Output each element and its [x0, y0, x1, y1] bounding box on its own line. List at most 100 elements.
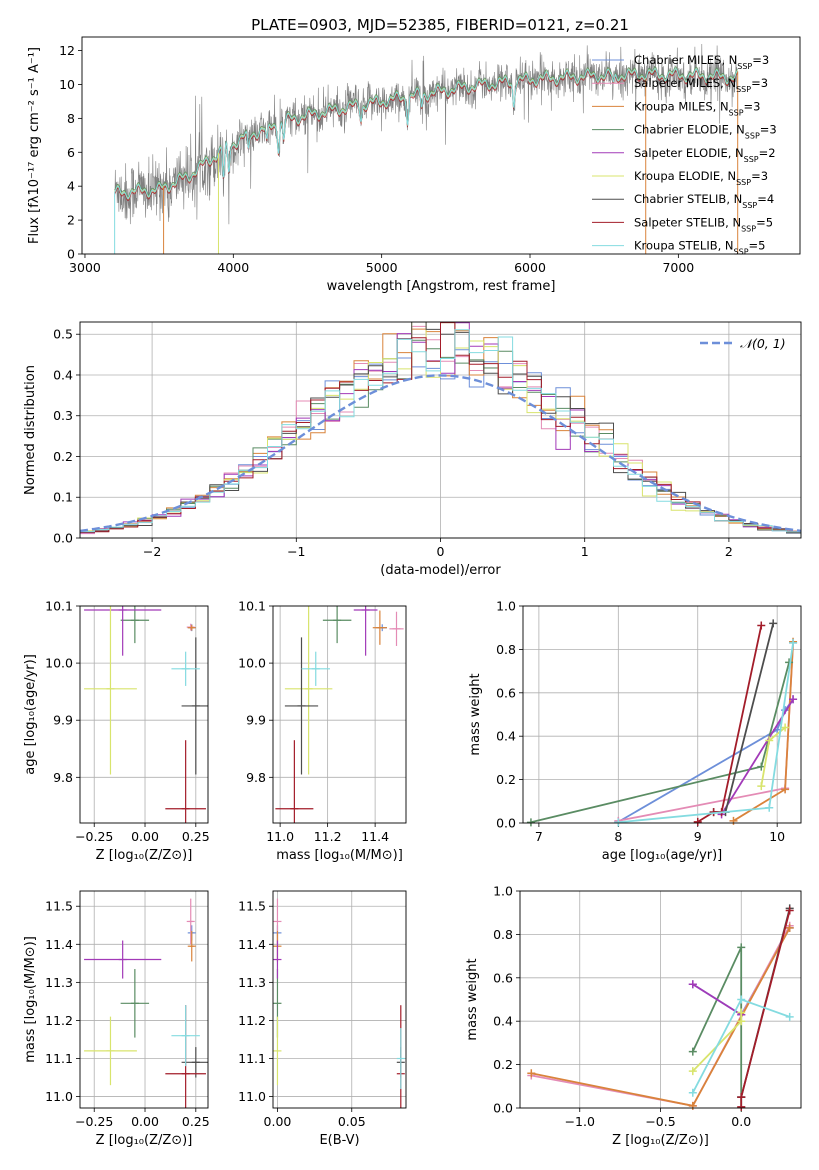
errorbar-point	[120, 969, 150, 1038]
errorbar-point	[396, 1028, 405, 1089]
series-marker	[765, 803, 774, 812]
errorbar-point	[372, 610, 387, 645]
y-tick-label: 0.4	[53, 367, 73, 382]
series-marker	[737, 995, 746, 1004]
y-tick-label: 9.8	[53, 770, 73, 785]
y-tick-label: 0.8	[493, 927, 513, 942]
y-axis-label: age [log₁₀(age/yr)]	[23, 654, 38, 775]
y-tick-label: 2	[67, 213, 75, 228]
axes-frame	[79, 890, 209, 1109]
errorbar-point	[275, 740, 314, 823]
grid	[520, 890, 801, 1109]
axes-frame	[79, 321, 802, 539]
x-axis-label: mass [log₁₀(M/M⊙)]	[276, 848, 403, 863]
x-tick-label: −1.0	[565, 1114, 595, 1129]
y-axis-label: mass [log₁₀(M/M⊙)]	[23, 936, 38, 1063]
series-marker	[614, 818, 623, 827]
errorbar-point	[84, 1016, 137, 1086]
weight-series	[526, 658, 794, 827]
x-axis-label: Z [log₁₀(Z/Z⊙)]	[612, 1133, 709, 1148]
histogram-step	[80, 329, 801, 538]
y-tick-label: 10.1	[45, 599, 73, 614]
series-marker	[785, 1012, 794, 1021]
y-tick-label: 0	[67, 247, 75, 262]
errorbar-point	[187, 930, 196, 962]
series-marker	[737, 943, 746, 952]
series-line	[720, 698, 794, 815]
y-tick-label: 0.8	[496, 642, 516, 657]
series-marker	[737, 1102, 746, 1111]
y-tick-label: 0.5	[53, 327, 73, 342]
axes-frame	[81, 36, 801, 255]
figure-title: PLATE=0903, MJD=52385, FIBERID=0121, z=0…	[251, 16, 629, 34]
y-tick-label: 8	[67, 111, 75, 126]
x-tick-label: 0.25	[182, 829, 210, 844]
x-tick-label: 9	[694, 829, 702, 844]
legend-entry: Chabrier MILES, NSSP=3	[634, 53, 769, 71]
x-tick-label: −0.5	[645, 1114, 675, 1129]
y-tick-label: 11.0	[238, 1089, 266, 1104]
legend-entry: Salpeter STELIB, NSSP=5	[634, 215, 773, 233]
x-tick-label: 3000	[69, 260, 101, 275]
y-tick-label: 11.5	[238, 899, 266, 914]
errorbar-point	[301, 651, 330, 686]
series-marker	[785, 906, 794, 915]
errorbar-point	[284, 637, 319, 775]
errorbar-point	[273, 1016, 282, 1086]
x-axis-label: age [log₁₀(age/yr)]	[602, 848, 723, 863]
series-marker	[769, 619, 778, 628]
weight-series	[688, 980, 746, 1019]
series-marker	[781, 785, 790, 794]
spectrum-panel: 3000 4000 5000 6000 7000 0 2 4 6 8 10 12 wavelength …	[27, 36, 801, 294]
y-tick-label: 1.0	[493, 884, 513, 899]
series-marker	[789, 695, 798, 704]
errorbar-point	[284, 606, 333, 775]
x-tick-label: 0.00	[131, 1114, 159, 1129]
grid	[273, 605, 406, 823]
series-marker	[688, 1047, 697, 1056]
x-axis-label: (data-model)/error	[380, 563, 501, 578]
series-marker	[757, 621, 766, 630]
y-tick-label: 11.0	[45, 1089, 73, 1104]
y-tick-label: 0.0	[493, 1101, 513, 1116]
weight-vs-metallicity-panel: −1.0 −0.5 0.0 0.0 0.2 0.4 0.6 0.8 1.0 Z [log₁₀(Z/…	[465, 884, 802, 1148]
series-marker	[737, 1017, 746, 1026]
y-tick-label: 0.4	[496, 729, 516, 744]
weight-vs-age-panel: 7 8 9 10 0.0 0.2 0.4 0.6 0.8 1.0 age [log₁₀(age/yr…	[468, 599, 802, 863]
series-marker	[781, 723, 790, 732]
plot-area	[84, 606, 208, 823]
axes-frame	[79, 605, 209, 824]
y-tick-label: 9.9	[53, 713, 73, 728]
x-tick-label: 6000	[514, 260, 546, 275]
x-tick-label: −0.25	[75, 829, 113, 844]
errorbar-point	[165, 740, 206, 823]
series-marker	[688, 1088, 697, 1097]
weight-series	[527, 923, 794, 1110]
y-tick-label: 0.6	[496, 685, 516, 700]
errorbar-point	[187, 624, 196, 631]
series-marker	[526, 818, 535, 827]
x-tick-label: 2	[725, 544, 733, 559]
axes-frame	[272, 890, 407, 1109]
errorbar-point	[353, 606, 378, 656]
series-marker	[729, 816, 738, 825]
mass-vs-extinction-panel: 0.00 0.05 11.0 11.1 11.2 11.3 11.4 11.5 E(B-V)	[238, 890, 407, 1148]
x-tick-label: 0.00	[131, 829, 159, 844]
y-tick-label: 9.8	[246, 770, 266, 785]
y-tick-label: 11.2	[238, 1013, 266, 1028]
series-line	[713, 623, 775, 813]
legend-entry: Chabrier STELIB, NSSP=4	[634, 192, 774, 210]
grid	[80, 891, 208, 1108]
y-tick-label: 0.2	[493, 1057, 513, 1072]
y-tick-label: 0.2	[53, 449, 73, 464]
grid	[80, 605, 208, 823]
series-line	[691, 947, 743, 1108]
legend-entry: Kroupa MILES, NSSP=3	[634, 99, 760, 117]
legend-entry: Chabrier ELODIE, NSSP=3	[634, 123, 777, 141]
y-tick-label: 0.0	[496, 816, 516, 831]
x-axis-label: Z [log₁₀(Z/Z⊙)]	[96, 1133, 193, 1148]
x-tick-label: 11.4	[361, 829, 389, 844]
legend-entry: Kroupa ELODIE, NSSP=3	[634, 169, 768, 187]
y-tick-label: 9.9	[246, 713, 266, 728]
plot-area	[526, 619, 798, 827]
